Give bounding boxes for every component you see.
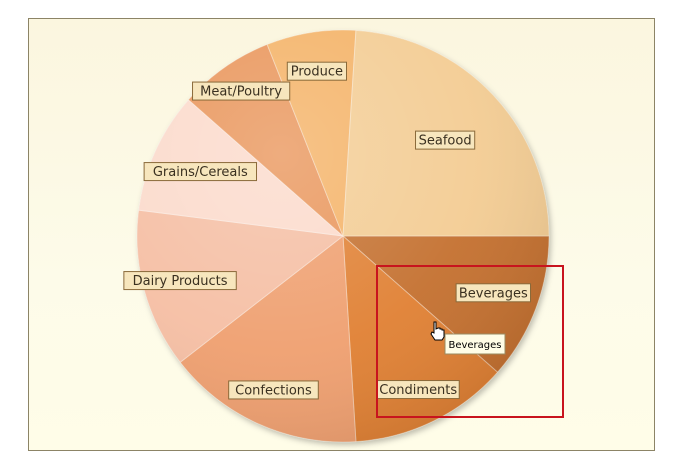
svg-text:Seafood: Seafood (419, 134, 472, 149)
slice-label-condiments: Condiments (376, 380, 460, 400)
svg-text:Beverages: Beverages (459, 286, 528, 301)
slice-label-produce: Produce (286, 61, 347, 81)
svg-text:Condiments: Condiments (379, 383, 457, 398)
svg-text:Dairy Products: Dairy Products (133, 274, 228, 289)
svg-text:Beverages: Beverages (448, 340, 501, 351)
slice-label-grains-cereals: Grains/Cereals (143, 162, 258, 182)
svg-text:Meat/Poultry: Meat/Poultry (200, 85, 282, 100)
svg-text:Grains/Cereals: Grains/Cereals (153, 165, 248, 180)
selection-rectangle (376, 265, 564, 418)
hand-cursor-icon (430, 321, 445, 341)
slice-label-seafood: Seafood (415, 130, 476, 150)
slice-label-meat-poultry: Meat/Poultry (192, 81, 291, 101)
slice-label-confections: Confections (228, 380, 319, 400)
slice-label-dairy-products: Dairy Products (123, 271, 237, 291)
slice-label-beverages: Beverages (455, 283, 532, 303)
svg-text:Confections: Confections (235, 383, 312, 398)
svg-text:Produce: Produce (291, 65, 343, 80)
tooltip: Beverages (444, 333, 506, 355)
